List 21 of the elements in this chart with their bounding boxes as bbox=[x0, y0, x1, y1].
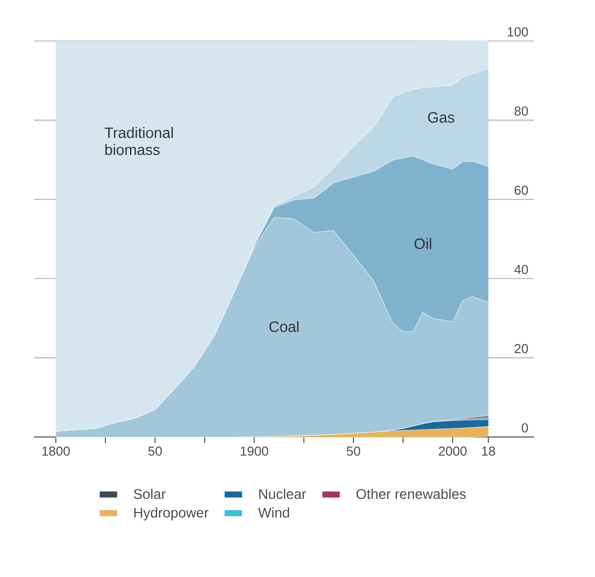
y-tick-label: 80 bbox=[514, 106, 528, 116]
y-tick-label: 40 bbox=[514, 264, 528, 274]
x-tick-label: 1900 bbox=[240, 446, 268, 456]
x-tick-label: 1800 bbox=[42, 446, 70, 456]
y-tick-label: 0 bbox=[522, 423, 528, 432]
legend-label: Other renewables bbox=[356, 488, 466, 499]
x-tick-label: 50 bbox=[346, 446, 360, 456]
legend-label: Hydropower bbox=[134, 507, 208, 520]
x-tick-label: 50 bbox=[148, 446, 162, 456]
series-label: Gas bbox=[428, 112, 454, 123]
legend-label: Wind bbox=[258, 507, 290, 518]
series-label: Oil bbox=[414, 238, 432, 250]
y-tick-label: 20 bbox=[514, 344, 528, 354]
legend-label: Nuclear bbox=[259, 488, 306, 499]
series-label: Traditional biomass bbox=[104, 127, 173, 156]
x-tick-label: 2000 bbox=[438, 446, 467, 456]
legend-label: Solar bbox=[134, 488, 166, 499]
y-tick-label: 60 bbox=[514, 186, 528, 195]
x-tick-label: 18 bbox=[482, 446, 496, 456]
y-tick-label: 100 bbox=[508, 27, 528, 36]
series-label: Coal bbox=[269, 321, 298, 332]
